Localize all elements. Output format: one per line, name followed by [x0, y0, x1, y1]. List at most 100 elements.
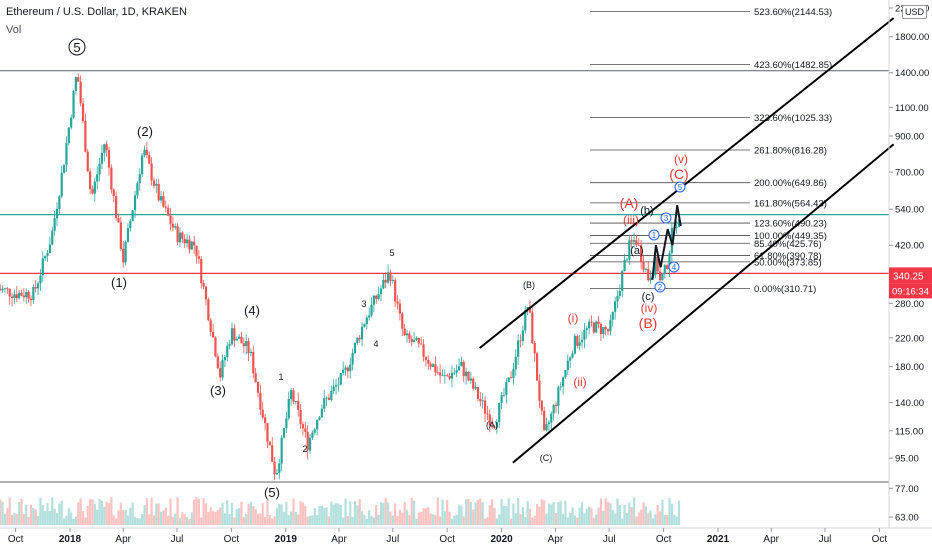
wave-label-w5: (5) [264, 485, 280, 500]
candle-body [110, 167, 113, 190]
price-tick-label: 700.00 [895, 168, 924, 179]
volume-bar [316, 515, 319, 525]
candle-body [614, 301, 617, 312]
volume-bar [427, 507, 430, 525]
time-tick-label: Oct [872, 534, 888, 545]
volume-bar [126, 515, 130, 525]
time-tick-label: Oct [439, 534, 455, 545]
price-tick-label: 63.00 [895, 513, 919, 524]
time-tick-label: Jul [603, 534, 616, 545]
volume-bar [519, 514, 522, 525]
volume-bar [505, 506, 508, 525]
candle-body [313, 429, 316, 433]
candle-body [462, 361, 465, 377]
fib-level-label: 523.60%(2144.53) [754, 7, 832, 18]
candle-body [122, 248, 125, 263]
volume-bar [396, 516, 399, 525]
candle-body [254, 373, 257, 382]
price-tick-label: 140.00 [895, 398, 924, 409]
volume-bar [197, 498, 200, 525]
candle-body [320, 408, 323, 418]
candle-body [308, 437, 312, 451]
candle-body [431, 364, 435, 367]
candle-body [578, 342, 581, 346]
volume-bar [604, 498, 607, 525]
volume-bar [74, 516, 78, 525]
volume-bar [325, 507, 328, 525]
candle-body [372, 295, 375, 305]
volume-bar [157, 503, 160, 525]
volume-bar [450, 518, 454, 525]
candle-body [628, 240, 631, 260]
candle-body [391, 280, 394, 282]
candle-body [500, 395, 503, 403]
candle-body [256, 381, 260, 393]
candle-body [415, 337, 418, 340]
candle-body [79, 81, 82, 104]
volume-bar [207, 511, 210, 525]
candle-body [190, 241, 193, 250]
candle-body [580, 339, 584, 343]
volume-bar [611, 509, 614, 525]
volume-bar [436, 497, 439, 525]
wave-label-C_red: (C) [669, 166, 688, 182]
candle-body [595, 321, 598, 333]
volume-bar [625, 513, 629, 525]
volume-bar [143, 505, 146, 525]
candle-body [89, 171, 92, 190]
volume-bar [368, 510, 371, 525]
trend-channel[interactable] [479, 17, 895, 464]
wave-label-C_small: (C) [540, 453, 553, 463]
volume-bar [70, 512, 73, 525]
candle-body [640, 245, 643, 262]
candle-body [649, 277, 652, 281]
volume-bar [673, 514, 676, 525]
current-price-text: 340.25 [893, 271, 924, 282]
volume-bar [58, 503, 61, 525]
volume-bar [628, 502, 631, 525]
volume-bar [304, 505, 307, 525]
candle-body [176, 226, 179, 243]
volume-bar [455, 514, 458, 525]
candle-body [18, 292, 21, 299]
candle-body [647, 268, 650, 281]
volume-bar [472, 509, 475, 525]
wave-label-w4: (4) [244, 303, 260, 318]
candle-body [129, 220, 132, 229]
volume-bar [460, 505, 463, 525]
candle-body [512, 369, 515, 378]
candle-body [486, 413, 489, 415]
candle-body [107, 150, 111, 168]
volume-bar [91, 499, 94, 525]
candle-body [488, 414, 491, 426]
candle-body [3, 288, 7, 290]
volume-bar [53, 508, 56, 525]
volume-bar [252, 506, 255, 525]
candle-body [479, 398, 482, 402]
volume-legend: Vol [6, 24, 22, 36]
candle-body [668, 253, 671, 269]
candle-body [304, 428, 307, 432]
candle-body [386, 272, 390, 283]
time-tick-label: Apr [115, 534, 131, 545]
volume-bar [630, 507, 633, 525]
candle-body [590, 321, 593, 323]
time-tick-label: 2019 [275, 534, 298, 545]
candle-body [602, 327, 605, 335]
candle-body [96, 174, 99, 182]
fib-level-label: 323.60%(1025.33) [754, 113, 832, 124]
volume-bar [358, 499, 361, 525]
volume-bar [235, 509, 238, 525]
candle-body [86, 151, 89, 172]
volume-bar [20, 498, 23, 525]
volume-bar [573, 515, 577, 525]
candle-body [588, 321, 591, 329]
volume-bar [195, 497, 198, 525]
volume-bar [386, 502, 390, 525]
volume-bar [500, 499, 503, 525]
candle-body [72, 90, 75, 118]
currency-button[interactable]: USD [902, 5, 928, 19]
candle-body [216, 356, 219, 369]
